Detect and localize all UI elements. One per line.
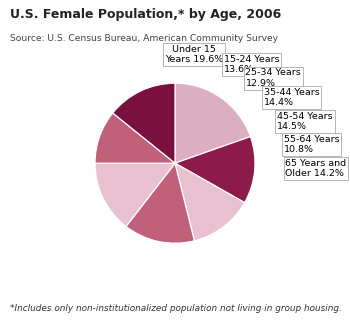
Wedge shape — [95, 113, 175, 163]
Wedge shape — [175, 163, 245, 241]
Wedge shape — [175, 137, 255, 203]
Text: Source: U.S. Census Bureau, American Community Survey: Source: U.S. Census Bureau, American Com… — [10, 34, 279, 43]
Text: 35-44 Years
14.4%: 35-44 Years 14.4% — [264, 88, 319, 107]
Text: 65 Years and
Older 14.2%: 65 Years and Older 14.2% — [285, 159, 346, 179]
Text: Under 15
Years 19.6%: Under 15 Years 19.6% — [164, 45, 223, 64]
Text: U.S. Female Population,* by Age, 2006: U.S. Female Population,* by Age, 2006 — [10, 8, 282, 21]
Wedge shape — [95, 163, 175, 227]
Text: 55-64 Years
10.8%: 55-64 Years 10.8% — [284, 135, 340, 155]
Text: *Includes only non-institutionalized population not living in group housing.: *Includes only non-institutionalized pop… — [10, 304, 342, 313]
Text: 15-24 Years
13.6%: 15-24 Years 13.6% — [224, 55, 280, 74]
Text: 45-54 Years
14.5%: 45-54 Years 14.5% — [277, 112, 333, 131]
Text: 25-34 Years
12.9%: 25-34 Years 12.9% — [245, 68, 301, 88]
Wedge shape — [113, 83, 175, 163]
Wedge shape — [126, 163, 194, 243]
Wedge shape — [175, 83, 251, 163]
